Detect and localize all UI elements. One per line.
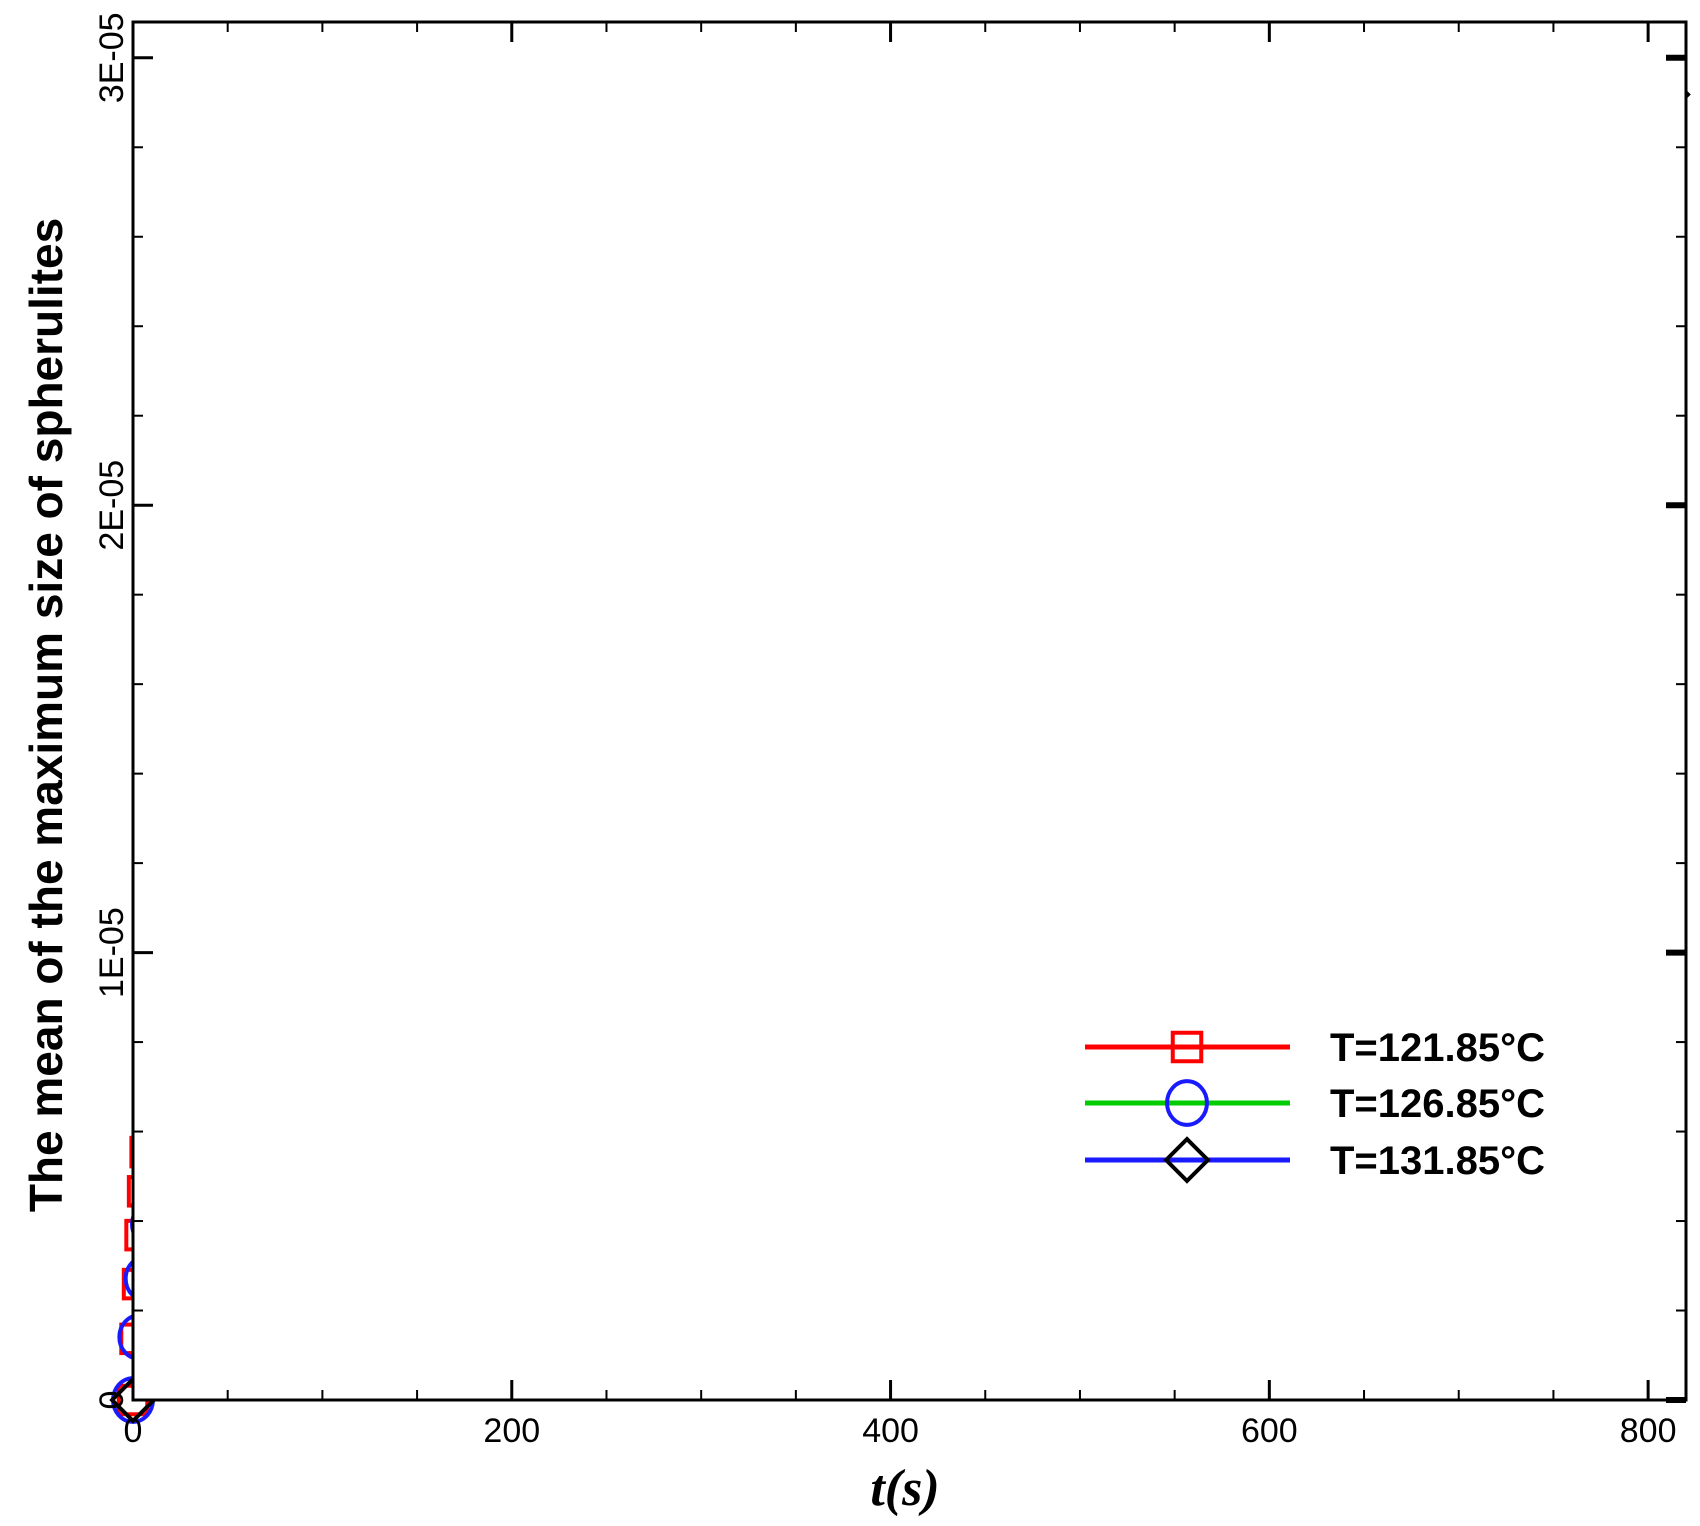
x-tick-label: 800 — [1620, 1412, 1677, 1450]
legend-label: T=126.85°C — [1330, 1082, 1545, 1126]
legend-label: T=131.85°C — [1330, 1139, 1545, 1183]
x-tick-label: 400 — [862, 1412, 919, 1450]
axes-layer: 0 200 400 600 800 0 1E-05 2E-05 3E-05 — [93, 12, 1688, 1450]
legend-label: T=121.85°C — [1330, 1026, 1545, 1070]
x-axis-title: t(s) — [870, 1460, 939, 1517]
y-axis-title: The mean of the maximum size of spheruli… — [20, 218, 72, 1212]
x-tick-label: 0 — [124, 1412, 143, 1450]
x-tick-label: 600 — [1241, 1412, 1298, 1450]
plot-frame — [131, 20, 1688, 1402]
y-tick-label: 3E-05 — [93, 12, 131, 103]
legend-marker — [1165, 1079, 1209, 1127]
y-tick-label: 2E-05 — [93, 460, 131, 551]
y-tick-label: 0 — [93, 1391, 131, 1410]
legend-marker — [1163, 1136, 1211, 1184]
x-tick-label: 200 — [483, 1412, 540, 1450]
y-tick-label: 1E-05 — [93, 907, 131, 998]
legend-marker — [1170, 1030, 1204, 1064]
legend: T=121.85°C T=126.85°C T=131.85°C — [1085, 1026, 1545, 1184]
